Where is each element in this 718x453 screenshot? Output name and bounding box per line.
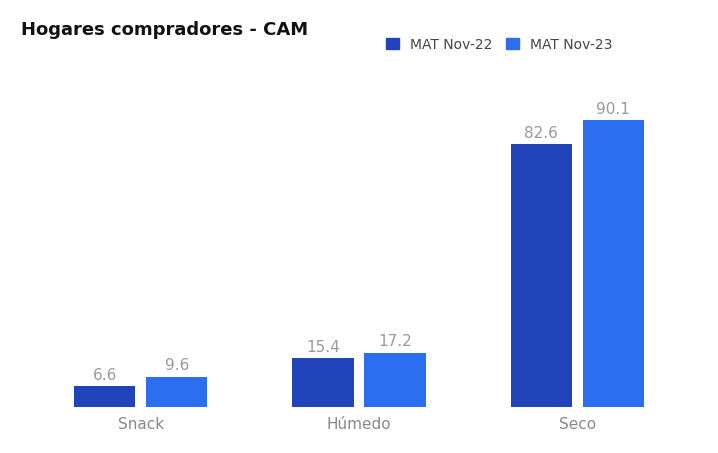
Bar: [74, 386, 136, 407]
Legend: MAT Nov-22, MAT Nov-23: MAT Nov-22, MAT Nov-23: [386, 38, 612, 52]
Bar: [292, 358, 353, 407]
Text: 9.6: 9.6: [164, 358, 189, 373]
Bar: [146, 377, 208, 407]
Text: 82.6: 82.6: [524, 125, 558, 140]
Text: 17.2: 17.2: [378, 334, 412, 349]
Bar: [582, 120, 644, 407]
Text: Hogares compradores - CAM: Hogares compradores - CAM: [21, 21, 308, 39]
Bar: [510, 145, 572, 407]
Bar: [365, 352, 426, 407]
Text: 15.4: 15.4: [306, 340, 340, 355]
Text: 6.6: 6.6: [93, 367, 117, 383]
Text: 90.1: 90.1: [596, 101, 630, 116]
